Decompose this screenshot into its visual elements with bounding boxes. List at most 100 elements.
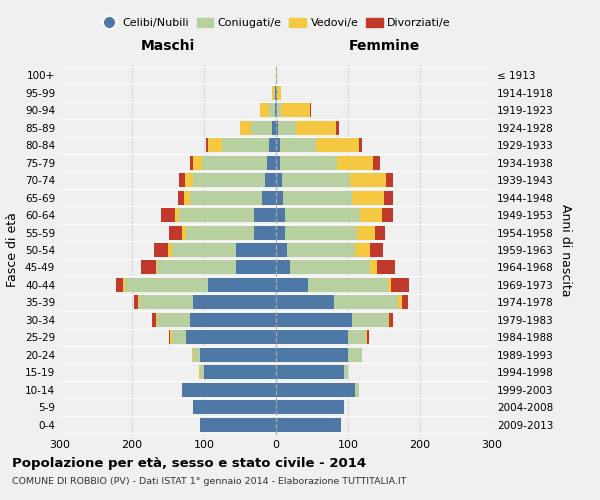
Bar: [269, 104, 275, 118]
Bar: [190, 156, 193, 170]
Bar: [138, 296, 139, 310]
Bar: [276, 260, 290, 274]
Bar: [276, 68, 277, 82]
Bar: [254, 208, 276, 222]
Bar: [367, 330, 369, 344]
Bar: [276, 348, 348, 362]
Bar: [391, 278, 409, 292]
Bar: [254, 226, 276, 239]
Bar: [282, 173, 350, 187]
Bar: [272, 86, 274, 100]
Bar: [284, 208, 360, 222]
Bar: [276, 278, 308, 292]
Bar: [277, 86, 281, 100]
Bar: [276, 104, 277, 118]
Bar: [154, 243, 168, 257]
Bar: [208, 138, 222, 152]
Bar: [190, 190, 262, 204]
Bar: [186, 226, 254, 239]
Bar: [170, 330, 172, 344]
Bar: [283, 190, 352, 204]
Bar: [344, 365, 348, 379]
Bar: [193, 348, 200, 362]
Bar: [178, 190, 184, 204]
Bar: [276, 400, 344, 414]
Bar: [193, 296, 276, 310]
Bar: [284, 226, 356, 239]
Bar: [389, 313, 392, 327]
Bar: [260, 104, 269, 118]
Bar: [274, 86, 275, 100]
Bar: [348, 330, 366, 344]
Y-axis label: Anni di nascita: Anni di nascita: [559, 204, 572, 296]
Bar: [388, 278, 391, 292]
Bar: [179, 173, 185, 187]
Bar: [262, 190, 276, 204]
Bar: [373, 156, 380, 170]
Bar: [388, 313, 389, 327]
Bar: [316, 138, 359, 152]
Bar: [352, 190, 384, 204]
Bar: [185, 173, 193, 187]
Bar: [142, 260, 156, 274]
Bar: [377, 260, 395, 274]
Bar: [276, 138, 280, 152]
Bar: [168, 243, 172, 257]
Bar: [157, 260, 236, 274]
Bar: [366, 330, 367, 344]
Bar: [348, 348, 362, 362]
Bar: [172, 243, 236, 257]
Bar: [382, 208, 392, 222]
Bar: [336, 121, 340, 135]
Bar: [152, 313, 156, 327]
Bar: [193, 156, 202, 170]
Bar: [139, 296, 193, 310]
Text: Femmine: Femmine: [349, 39, 419, 53]
Bar: [156, 260, 157, 274]
Bar: [280, 138, 316, 152]
Bar: [200, 418, 276, 432]
Bar: [398, 296, 402, 310]
Bar: [125, 278, 208, 292]
Bar: [275, 86, 276, 100]
Bar: [276, 330, 348, 344]
Bar: [251, 121, 272, 135]
Bar: [156, 313, 157, 327]
Bar: [124, 278, 125, 292]
Bar: [276, 243, 287, 257]
Bar: [337, 156, 373, 170]
Bar: [384, 190, 392, 204]
Bar: [169, 330, 170, 344]
Legend: Celibi/Nubili, Coniugati/e, Vedovi/e, Divorziati/e: Celibi/Nubili, Coniugati/e, Vedovi/e, Di…: [97, 13, 455, 32]
Bar: [355, 243, 370, 257]
Y-axis label: Fasce di età: Fasce di età: [7, 212, 19, 288]
Bar: [240, 121, 251, 135]
Bar: [190, 313, 276, 327]
Bar: [204, 365, 276, 379]
Bar: [186, 330, 276, 344]
Bar: [269, 138, 276, 152]
Bar: [200, 365, 204, 379]
Bar: [386, 173, 394, 187]
Bar: [202, 156, 266, 170]
Bar: [276, 190, 283, 204]
Bar: [236, 243, 276, 257]
Bar: [116, 278, 124, 292]
Bar: [374, 226, 385, 239]
Bar: [276, 382, 355, 396]
Bar: [175, 208, 179, 222]
Bar: [179, 208, 254, 222]
Bar: [310, 104, 311, 118]
Bar: [134, 296, 138, 310]
Bar: [172, 330, 186, 344]
Bar: [350, 173, 386, 187]
Bar: [276, 226, 284, 239]
Bar: [280, 156, 337, 170]
Bar: [308, 278, 388, 292]
Bar: [276, 208, 284, 222]
Bar: [200, 348, 276, 362]
Bar: [359, 138, 362, 152]
Bar: [236, 260, 276, 274]
Bar: [222, 138, 269, 152]
Bar: [199, 365, 200, 379]
